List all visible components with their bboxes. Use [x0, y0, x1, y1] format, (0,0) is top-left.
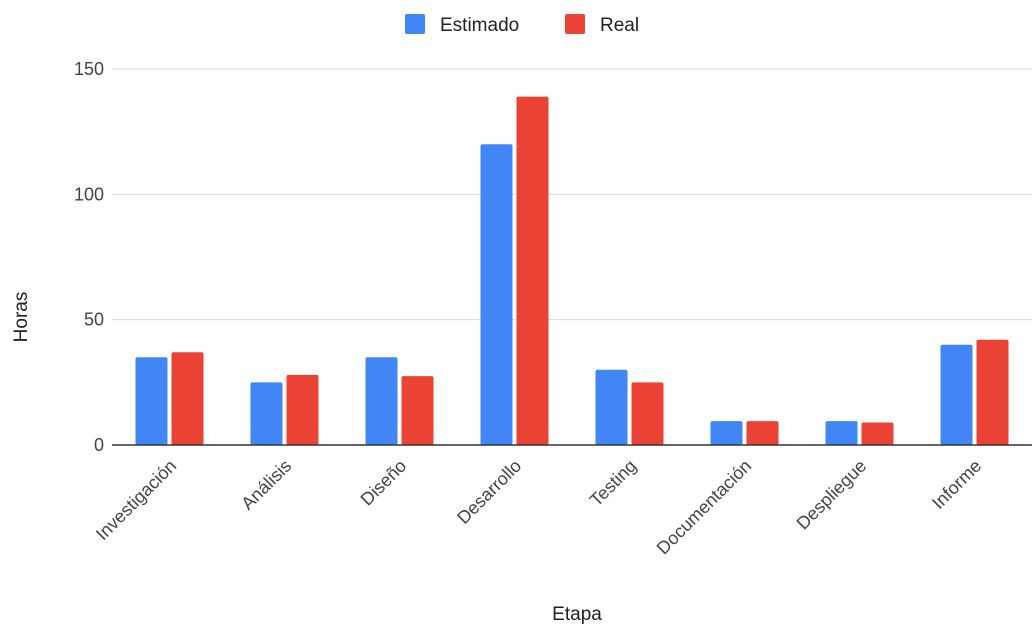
bar-real-documentacion	[746, 421, 779, 445]
x-tick-label-investigacion: Investigación	[92, 456, 180, 544]
y-tick-label: 0	[94, 435, 104, 455]
gridlines	[112, 68, 1032, 321]
bar-real-testing	[631, 382, 664, 445]
y-tick-label: 50	[84, 310, 104, 330]
bar-real-diseno	[401, 376, 434, 445]
y-axis-title: Horas	[11, 292, 32, 343]
bar-estimado-documentacion	[710, 421, 743, 445]
legend-label-estimado: Estimado	[440, 15, 519, 36]
x-tick-label-testing: Testing	[586, 456, 640, 510]
bar-real-analisis	[286, 374, 319, 445]
legend-swatch-real	[565, 14, 585, 34]
bar-real-despliegue	[861, 422, 894, 445]
y-tick-label: 150	[74, 59, 104, 79]
bar-estimado-analisis	[250, 382, 283, 445]
bar-estimado-desarrollo	[480, 144, 513, 445]
x-tick-label-analisis: Análisis	[237, 456, 295, 514]
y-axis-ticks: 0 50 100 150	[74, 59, 104, 455]
x-axis-title: Etapa	[552, 604, 602, 625]
legend-swatch-estimado	[405, 14, 425, 34]
x-tick-label-informe: Informe	[928, 456, 985, 513]
bar-estimado-despliegue	[825, 421, 858, 445]
bar-estimado-diseno	[365, 357, 398, 445]
x-axis-ticks: Investigación Análisis Diseño Desarrollo Tes…	[92, 456, 985, 559]
bar-estimado-testing	[595, 369, 628, 445]
legend: Estimado Real	[405, 14, 639, 36]
bar-real-investigacion	[171, 352, 204, 445]
x-tick-label-despliegue: Despliegue	[793, 456, 871, 534]
x-tick-label-desarrollo: Desarrollo	[453, 456, 525, 528]
bar-estimado-investigacion	[135, 357, 168, 445]
legend-label-real: Real	[600, 15, 639, 36]
bar-real-desarrollo	[516, 96, 549, 445]
x-tick-label-documentacion: Documentación	[653, 456, 756, 559]
bar-estimado-informe	[940, 344, 973, 445]
bars	[135, 96, 1009, 445]
y-tick-label: 100	[74, 184, 104, 204]
x-tick-label-diseno: Diseño	[357, 456, 411, 510]
bar-real-informe	[976, 339, 1009, 445]
